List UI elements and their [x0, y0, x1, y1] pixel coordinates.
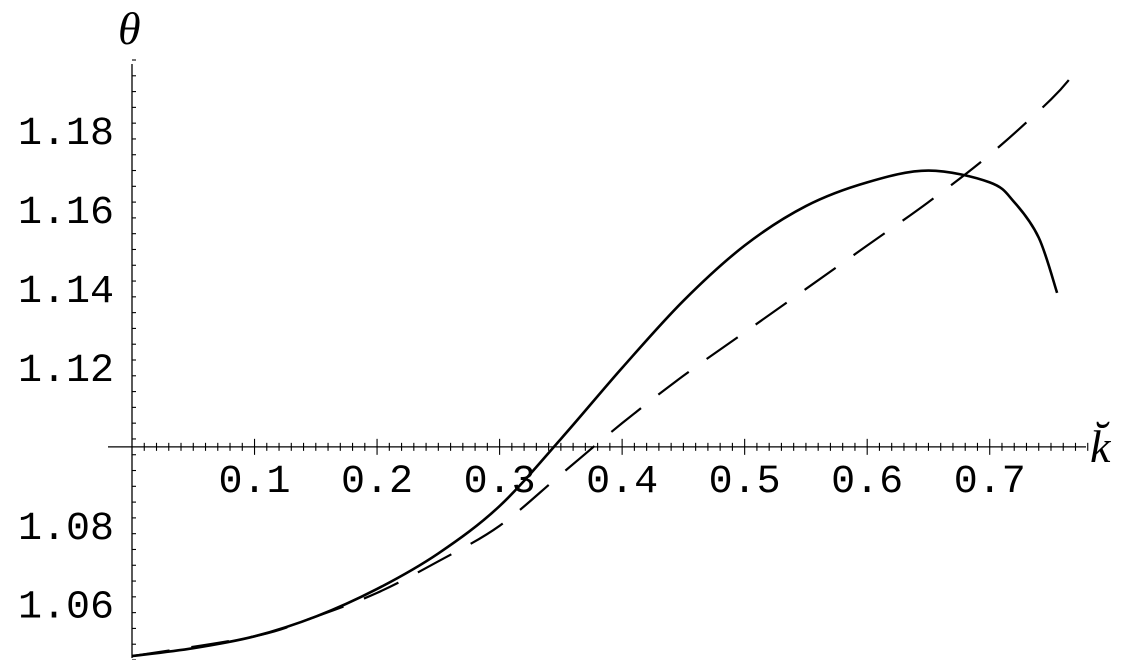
x-axis-label: k̆ — [1090, 420, 1112, 472]
y-tick-label: 1.08 — [18, 507, 114, 552]
x-tick-label: 0.6 — [831, 460, 903, 505]
x-tick-label: 0.3 — [464, 460, 536, 505]
series-line-dashed — [132, 72, 1075, 656]
tick-labels-layer: 0.1 0.2 0.3 0.4 0.5 0.6 0.7 1.06 1.08 1.12 1.14 1.1… — [18, 112, 1026, 631]
y-tick-label: 1.18 — [18, 112, 114, 157]
x-tick-label: 0.2 — [341, 460, 413, 505]
axes-layer — [108, 64, 1086, 658]
y-tick-label: 1.14 — [18, 270, 114, 315]
y-tick-label: 1.12 — [18, 349, 114, 394]
x-tick-label: 0.5 — [709, 460, 781, 505]
x-tick-label: 0.7 — [954, 460, 1026, 505]
x-tick-label: 0.4 — [586, 460, 658, 505]
y-tick-label: 1.16 — [18, 191, 114, 236]
ticks-layer — [132, 60, 1088, 660]
series-layer — [132, 72, 1075, 656]
y-tick-label: 1.06 — [18, 586, 114, 631]
x-tick-label: 0.1 — [219, 460, 291, 505]
series-line-solid — [132, 171, 1057, 657]
y-axis-label: θ — [118, 3, 141, 54]
